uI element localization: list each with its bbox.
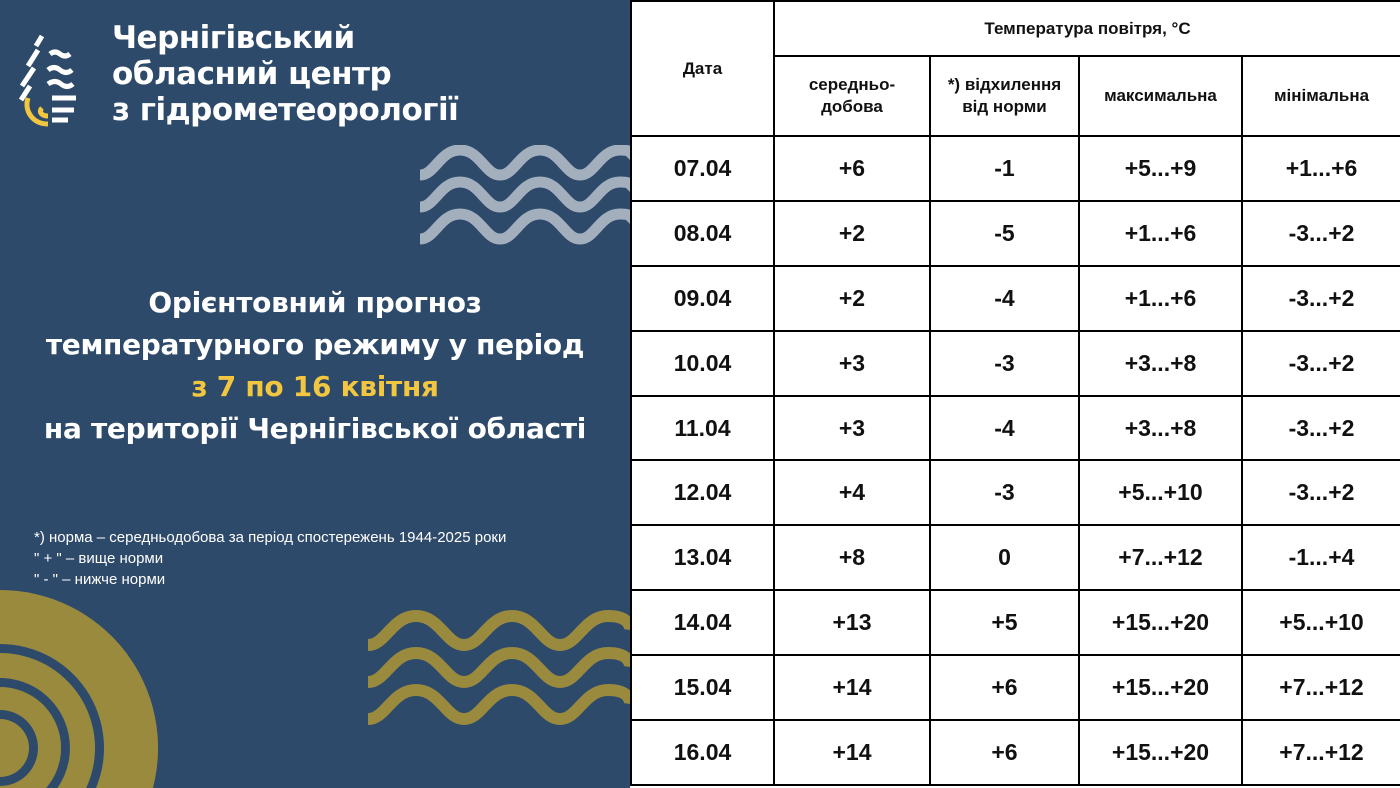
title-period: з 7 по 16 квітня [191,370,439,403]
cell-maximum: +15...+20 [1078,719,1243,786]
cell-date: 16.04 [630,719,775,786]
cell-date: 07.04 [630,135,775,202]
header-maximum: максимальна [1078,55,1243,137]
cell-minimum: -1...+4 [1240,524,1400,592]
header-minimum: мінімальна [1240,55,1400,137]
cell-minimum: +7...+12 [1240,719,1400,786]
cell-deviation: -3 [929,329,1080,397]
temperature-table: Дата Температура повітря, °С середньо-до… [630,0,1400,788]
note-plus: " + " – вище норми [34,550,164,567]
cell-deviation: 0 [929,524,1080,592]
cell-date: 10.04 [630,329,775,397]
cell-maximum: +3...+8 [1078,329,1243,397]
cell-deviation: -3 [929,459,1080,527]
table-row: 15.04 +14 +6 +15...+20 +7...+12 [630,654,1400,722]
table-row: 07.04 +6 -1 +5...+9 +1...+6 [630,135,1400,202]
cell-deviation: +6 [929,719,1080,786]
table-row: 12.04 +4 -3 +5...+10 -3...+2 [630,459,1400,527]
cell-daily-average: +4 [773,459,931,527]
table-row: 16.04 +14 +6 +15...+20 +7...+12 [630,719,1400,786]
header-daily-average: середньо-добова [773,55,931,137]
table-row: 11.04 +3 -4 +3...+8 -3...+2 [630,394,1400,462]
cell-maximum: +15...+20 [1078,654,1243,722]
cell-minimum: -3...+2 [1240,459,1400,527]
gold-waves-decoration [368,610,630,726]
note-norm: *) норма – середньодобова за період спос… [34,529,507,546]
title-line: Орієнтовний прогноз [148,286,482,319]
note-minus: " - " – нижче норми [34,571,166,588]
header-date: Дата [630,0,775,137]
cell-daily-average: +2 [773,199,931,267]
cell-date: 13.04 [630,524,775,592]
cell-daily-average: +14 [773,719,931,786]
cell-date: 12.04 [630,459,775,527]
cell-date: 09.04 [630,264,775,332]
organization-name: Чернігівський обласний центр з гідромете… [112,20,459,128]
table-row: 08.04 +2 -5 +1...+6 -3...+2 [630,199,1400,267]
header-text: *) відхилення від норми [947,75,1062,116]
cell-minimum: +5...+10 [1240,589,1400,657]
table-row: 13.04 +8 0 +7...+12 -1...+4 [630,524,1400,592]
cell-maximum: +5...+9 [1078,135,1243,202]
cell-maximum: +15...+20 [1078,589,1243,657]
cell-maximum: +7...+12 [1078,524,1243,592]
cell-deviation: -1 [929,135,1080,202]
title-line: температурного режиму у період [45,328,585,361]
cell-minimum: -3...+2 [1240,329,1400,397]
cell-maximum: +3...+8 [1078,394,1243,462]
org-line: з гідрометеорології [112,92,459,128]
cell-daily-average: +2 [773,264,931,332]
forecast-title: Орієнтовний прогноз температурного режим… [0,282,630,450]
table-row: 14.04 +13 +5 +15...+20 +5...+10 [630,589,1400,657]
org-line: обласний центр [112,56,392,92]
header-deviation: *) відхилення від норми [929,55,1080,137]
cell-minimum: +1...+6 [1240,135,1400,202]
cell-minimum: -3...+2 [1240,264,1400,332]
cell-date: 11.04 [630,394,775,462]
cell-date: 14.04 [630,589,775,657]
logo-drop-icon [18,34,76,127]
cell-date: 08.04 [630,199,775,267]
cell-minimum: -3...+2 [1240,394,1400,462]
cell-maximum: +1...+6 [1078,199,1243,267]
info-panel: Чернігівський обласний центр з гідромете… [0,0,630,788]
cell-maximum: +5...+10 [1078,459,1243,527]
cell-deviation: -5 [929,199,1080,267]
gold-arcs-decoration [0,590,159,788]
org-line: Чернігівський [112,20,355,56]
cell-deviation: +5 [929,589,1080,657]
gray-waves-decoration [420,145,630,245]
cell-deviation: -4 [929,264,1080,332]
table-row: 10.04 +3 -3 +3...+8 -3...+2 [630,329,1400,397]
table-row: 09.04 +2 -4 +1...+6 -3...+2 [630,264,1400,332]
cell-daily-average: +6 [773,135,931,202]
cell-daily-average: +3 [773,329,931,397]
cell-daily-average: +8 [773,524,931,592]
cell-daily-average: +13 [773,589,931,657]
cell-deviation: -4 [929,394,1080,462]
cell-minimum: +7...+12 [1240,654,1400,722]
cell-deviation: +6 [929,654,1080,722]
legend-notes: *) норма – середньодобова за період спос… [34,527,506,590]
cell-daily-average: +14 [773,654,931,722]
cell-daily-average: +3 [773,394,931,462]
cell-minimum: -3...+2 [1240,199,1400,267]
cell-date: 15.04 [630,654,775,722]
cell-maximum: +1...+6 [1078,264,1243,332]
header-text: середньо-добова [808,75,896,116]
header-air-temperature: Температура повітря, °С [772,0,1400,57]
title-line: на території Чернігівської області [43,412,587,445]
